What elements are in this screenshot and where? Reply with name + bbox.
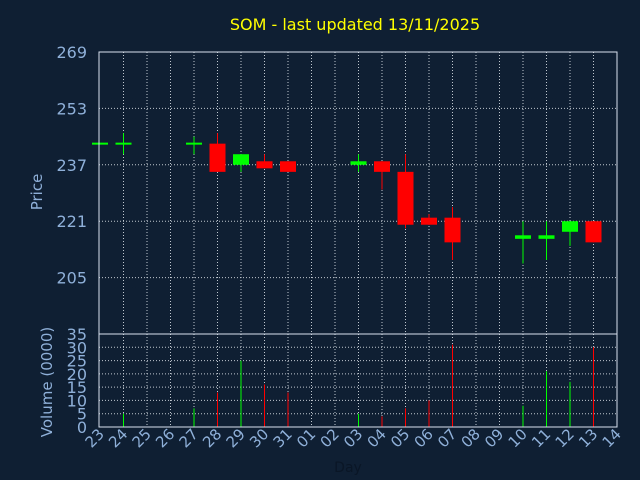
day-tick-label: 05 — [387, 425, 413, 451]
price-ticks: 205 221 237 253 269 — [56, 43, 87, 288]
volume-tick-label: 15 — [67, 378, 87, 397]
price-tick-label: 205 — [56, 269, 87, 288]
candle-body — [562, 221, 578, 232]
day-tick-label: 03 — [340, 425, 366, 451]
day-tick-label: 27 — [176, 425, 202, 451]
candle-body — [280, 161, 296, 172]
day-tick-label: 24 — [105, 425, 131, 451]
volume-tick-label: 20 — [67, 365, 87, 384]
day-tick-label: 10 — [505, 425, 531, 451]
volume-tick-label: 10 — [67, 391, 87, 410]
candle-body — [585, 221, 602, 243]
volume-tick-label: 5 — [77, 405, 87, 424]
day-tick-label: 04 — [364, 425, 390, 451]
price-tick-label: 237 — [56, 156, 87, 175]
day-tick-label: 25 — [129, 425, 155, 451]
candle-body — [186, 142, 202, 145]
candle-body — [374, 161, 390, 172]
day-tick-label: 13 — [575, 425, 601, 451]
day-axis-label: Day — [334, 460, 362, 476]
volume-bars — [123, 344, 594, 427]
day-ticks: 2324252627282930310102030405060708091011… — [82, 425, 625, 451]
candle-body — [233, 154, 249, 165]
day-tick-label: 08 — [458, 425, 484, 451]
volume-axis-label: Volume (0000) — [38, 327, 56, 437]
price-axis-label: Price — [28, 174, 46, 211]
candle-body — [515, 235, 531, 239]
candle-body — [209, 143, 226, 172]
price-tick-label: 269 — [56, 43, 87, 62]
volume-grid — [99, 334, 617, 427]
day-tick-label: 29 — [223, 425, 249, 451]
volume-tick-label: 25 — [67, 352, 87, 371]
candle-body — [115, 142, 132, 145]
day-tick-label: 14 — [599, 425, 625, 451]
volume-panel-frame — [98, 333, 618, 428]
candle-body — [538, 235, 555, 239]
candle-body — [444, 217, 461, 243]
candle-body — [350, 161, 367, 165]
candle-body — [421, 217, 437, 225]
day-tick-label: 02 — [317, 425, 343, 451]
day-tick-label: 06 — [411, 425, 437, 451]
day-tick-label: 26 — [152, 425, 178, 451]
day-tick-label: 01 — [293, 425, 319, 451]
candle-body — [92, 142, 108, 145]
candle-body — [397, 171, 414, 225]
price-grid — [99, 52, 617, 334]
candle-body — [256, 161, 273, 169]
day-tick-label: 28 — [199, 425, 225, 451]
chart-title: SOM - last updated 13/11/2025 — [230, 15, 480, 34]
volume-tick-label: 0 — [77, 418, 87, 437]
price-tick-label: 221 — [56, 212, 87, 231]
day-tick-label: 09 — [481, 425, 507, 451]
day-tick-label: 12 — [552, 425, 578, 451]
volume-tick-label: 30 — [67, 338, 87, 357]
day-tick-label: 11 — [528, 425, 554, 451]
day-tick-label: 31 — [270, 425, 296, 451]
candles — [92, 133, 602, 264]
volume-tick-label: 35 — [67, 325, 87, 344]
day-tick-label: 30 — [246, 425, 272, 451]
day-tick-label: 07 — [434, 425, 460, 451]
price-tick-label: 253 — [56, 99, 87, 118]
